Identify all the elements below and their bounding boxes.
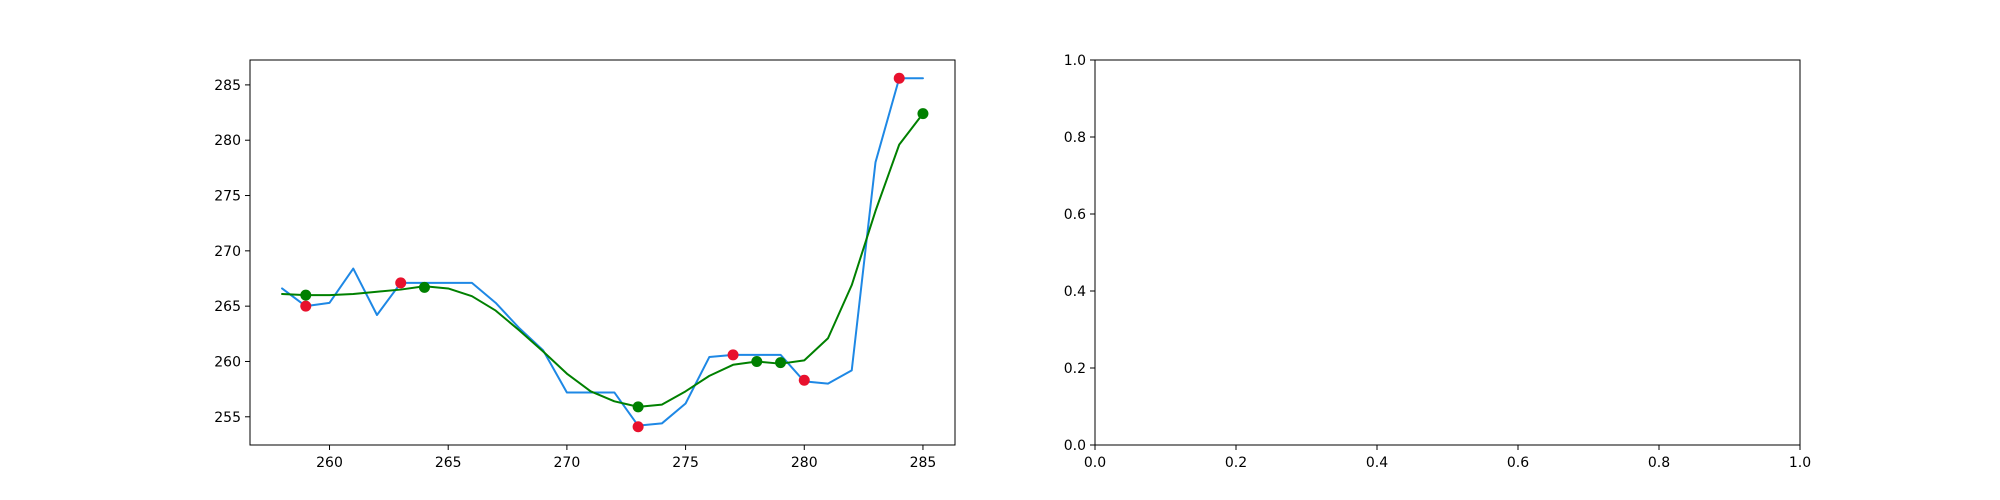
right-plot: 0.0 0.2 0.4 0.6 0.8 1.0 0.0 0.2 0.4 0.6 0.8 1.0 [1064,53,1811,471]
left-series-3-point [632,401,644,413]
left-series-3-point [751,355,763,367]
right-y-tick-label: 0.2 [1064,361,1086,377]
left-axes-frame [249,59,956,446]
left-x-tick-label: 285 [910,455,937,471]
left-y-tick-label: 265 [214,299,241,315]
left-x-tick-label: 265 [435,455,462,471]
left-series-2-point [727,349,739,361]
left-series-3-point [418,281,430,293]
left-series-2-point [632,421,644,433]
left-y-tick-label: 285 [214,78,241,94]
left-y-tick-label: 270 [214,244,241,260]
right-x-tick-label: 0.0 [1084,455,1106,471]
left-series-3-point [300,289,312,301]
right-y-tick-label: 0.8 [1064,130,1086,146]
left-series-2-point [893,72,905,84]
right-x-tick-label: 0.2 [1225,455,1247,471]
right-x-tick-label: 0.8 [1648,455,1670,471]
left-y-tick-label: 260 [214,354,241,370]
left-series-2-point [300,300,312,312]
left-y-tick-label: 275 [214,189,241,205]
right-x-tick-label: 1.0 [1789,455,1811,471]
right-axes-frame [1094,59,1801,446]
left-series-line-0 [281,77,924,427]
right-y-tick-label: 0.0 [1064,438,1086,454]
right-x-tick-label: 0.6 [1507,455,1529,471]
left-x-tick-label: 260 [316,455,343,471]
right-y-tick-label: 0.6 [1064,207,1086,223]
left-series-2-point [395,277,407,289]
left-y-tick-label: 255 [214,410,241,426]
left-x-tick-label: 280 [791,455,818,471]
right-y-tick-label: 0.4 [1064,284,1086,300]
left-x-tick-label: 275 [672,455,699,471]
left-series-2-point [798,374,810,386]
left-series-3-point [917,108,929,120]
left-y-tick-label: 280 [214,133,241,149]
left-series-3-point [775,357,787,369]
right-y-tick-label: 1.0 [1064,53,1086,69]
left-x-tick-label: 270 [554,455,581,471]
right-x-tick-label: 0.4 [1366,455,1388,471]
left-plot: 260 265 270 275 280 285 255 260 265 270 275 280 285 [214,59,956,471]
left-series-line-1 [281,112,924,408]
